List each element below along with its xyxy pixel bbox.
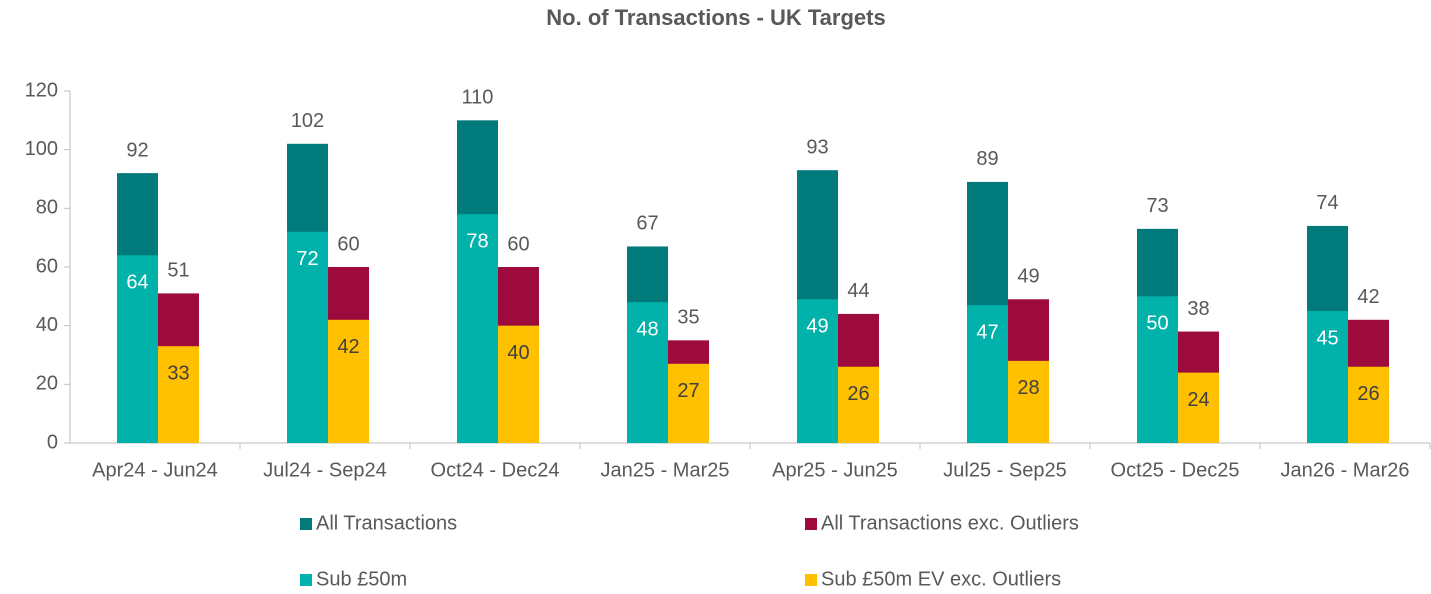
data-label: 74 [1316,192,1338,214]
y-tick-label: 0 [47,431,58,453]
data-label: 26 [847,383,869,405]
data-label: 35 [677,307,699,329]
y-tick-label: 60 [36,255,58,277]
y-tick-label: 80 [36,197,58,219]
data-label: 24 [1187,389,1209,411]
data-label: 49 [1017,266,1039,288]
bar [498,325,539,443]
legend-swatch [300,574,312,586]
x-tick-label: Apr25 - Jun25 [772,459,898,481]
legend-label: Sub £50m EV exc. Outliers [821,568,1061,590]
legend-label: All Transactions [316,512,457,534]
data-label: 73 [1146,195,1168,217]
bar [287,231,328,443]
data-label: 42 [1357,286,1379,308]
data-label: 60 [507,233,529,255]
data-label: 44 [847,280,869,302]
data-label: 64 [126,272,148,294]
x-tick-label: Jan25 - Mar25 [601,459,730,481]
bar [328,319,369,443]
bar [797,299,838,443]
legend-label: Sub £50m [316,568,407,590]
data-label: 67 [636,213,658,235]
bar [1137,296,1178,443]
bar [457,214,498,443]
data-label: 27 [677,380,699,402]
y-tick-label: 20 [36,373,58,395]
bar [158,346,199,443]
data-label: 51 [167,260,189,282]
x-tick-label: Oct25 - Dec25 [1111,459,1240,481]
x-tick-label: Jul24 - Sep24 [263,459,386,481]
x-tick-label: Jul25 - Sep25 [943,459,1066,481]
data-label: 40 [507,342,529,364]
data-label: 110 [462,87,494,109]
x-tick-label: Apr24 - Jun24 [92,459,218,481]
data-label: 38 [1187,298,1209,320]
data-label: 50 [1146,313,1168,335]
data-label: 48 [636,318,658,340]
chart-title: No. of Transactions - UK Targets [546,5,885,30]
legend-swatch [300,518,312,530]
x-tick-label: Oct24 - Dec24 [431,459,560,481]
legend-swatch [805,574,817,586]
bar [1178,372,1219,443]
bar [668,363,709,443]
y-tick-label: 100 [25,138,58,160]
data-label: 28 [1017,377,1039,399]
data-label: 47 [976,321,998,343]
bar [967,305,1008,443]
bar [117,255,158,443]
data-label: 89 [976,148,998,170]
legend-label: All Transactions exc. Outliers [821,512,1079,534]
data-label: 42 [337,336,359,358]
bar [838,366,879,443]
bar [1008,360,1049,443]
data-label: 45 [1316,327,1338,349]
data-label: 26 [1357,383,1379,405]
legend-swatch [805,518,817,530]
data-label: 60 [337,233,359,255]
data-label: 78 [466,230,488,252]
data-label: 93 [806,136,828,158]
data-label: 92 [126,139,148,161]
x-tick-label: Jan26 - Mar26 [1281,459,1410,481]
y-tick-label: 40 [36,314,58,336]
y-tick-label: 120 [25,79,58,101]
bar [1307,311,1348,443]
data-label: 72 [296,248,318,270]
bar [627,302,668,443]
bar [1348,366,1389,443]
data-label: 102 [291,110,324,132]
data-label: 33 [167,362,189,384]
data-label: 49 [806,316,828,338]
